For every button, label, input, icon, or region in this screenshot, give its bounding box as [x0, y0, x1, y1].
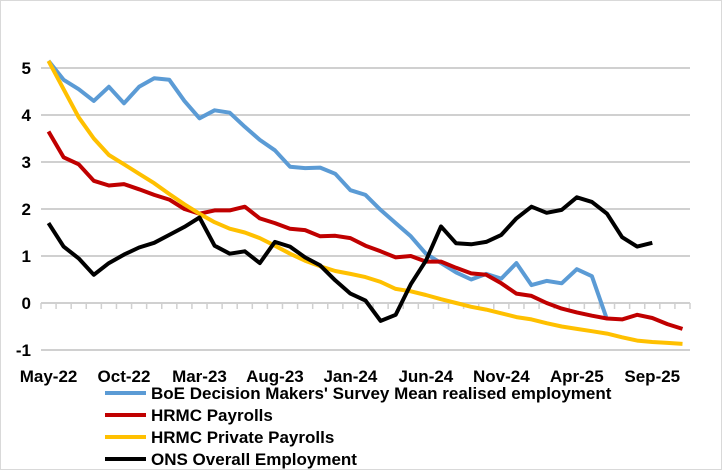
x-tick-label: Sep-25: [624, 367, 680, 386]
x-tick-label: Jun-24: [398, 367, 453, 386]
y-tick-label: 3: [22, 153, 31, 172]
legend-label: HRMC Payrolls: [151, 406, 273, 425]
y-tick-label: 4: [22, 106, 32, 125]
series-line-3: [46, 195, 653, 323]
x-tick-label: Oct-22: [98, 367, 151, 386]
series-line-1: [46, 130, 684, 331]
y-tick-label: 0: [22, 294, 31, 313]
legend-label: HRMC Private Payrolls: [151, 428, 334, 447]
x-tick-label: Aug-23: [246, 367, 304, 386]
series-line-0: [46, 59, 609, 321]
y-tick-label: 5: [22, 59, 31, 78]
y-tick-label: -1: [16, 341, 31, 360]
series-line-2: [46, 59, 683, 346]
legend-label: ONS Overall Employment: [151, 450, 357, 469]
x-tick-label: Mar-23: [172, 367, 227, 386]
y-tick-label: 1: [22, 247, 31, 266]
x-tick-label: Apr-25: [550, 367, 604, 386]
x-tick-label: May-22: [20, 367, 78, 386]
x-tick-label: Nov-24: [473, 367, 530, 386]
y-tick-label: 2: [22, 200, 31, 219]
legend-label: BoE Decision Makers' Survey Mean realise…: [151, 384, 612, 403]
x-tick-label: Jan-24: [323, 367, 377, 386]
